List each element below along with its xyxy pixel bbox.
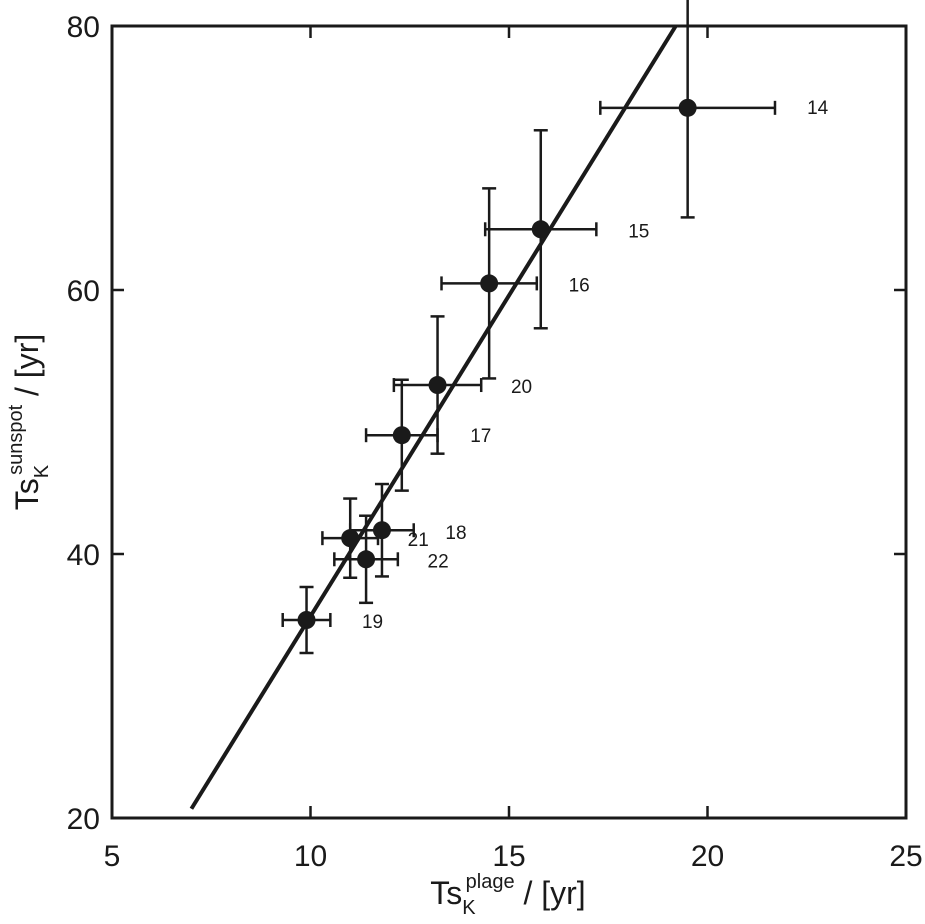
plot-frame (110, 24, 908, 820)
data-point (372, 521, 391, 540)
y-tick-label: 40 (67, 539, 100, 572)
y-tick-label: 20 (67, 803, 100, 836)
x-axis-title-unit: / [yr] (515, 875, 586, 911)
y-axis-title-sub: K (31, 464, 53, 478)
x-tick-label: 25 (889, 840, 922, 873)
y-tick-label: 80 (67, 11, 100, 44)
y-tick-label: 60 (67, 275, 100, 308)
point-label: 22 (428, 551, 449, 572)
fit-line (189, 24, 678, 810)
x-tick-label: 20 (691, 840, 724, 873)
data-point (531, 220, 550, 239)
x-axis-title: TsKplage / [yr] (430, 871, 585, 919)
y-axis-title: TsKsunspot / [yr] (5, 334, 53, 511)
x-axis-title-main: Ts (430, 875, 462, 911)
point-label: 20 (511, 377, 532, 398)
point-label: 14 (807, 98, 829, 119)
point-label: 15 (628, 221, 649, 242)
data-point (357, 550, 376, 569)
y-axis-title-sup: sunspot (5, 404, 27, 474)
y-axis-title-unit: / [yr] (9, 334, 45, 405)
point-label: 21 (408, 530, 429, 551)
point-label: 18 (445, 523, 466, 544)
data-point (678, 98, 697, 117)
y-axis-title-main: Ts (9, 478, 45, 510)
point-label: 19 (362, 612, 383, 633)
fit-layer (189, 24, 678, 810)
data-point (297, 611, 316, 629)
x-axis-title-sup: plage (466, 871, 515, 893)
data-points (297, 98, 697, 629)
data-point (392, 426, 411, 445)
data-point (480, 274, 499, 293)
point-label: 17 (470, 426, 491, 447)
x-tick-label: 15 (492, 840, 525, 873)
data-point (341, 529, 360, 548)
error-bars (281, 0, 777, 655)
axis-ticks: 5 10 15 20 25 20 40 60 80 (67, 11, 923, 873)
x-axis-title-sub: K (462, 897, 476, 919)
x-tick-label: 10 (294, 840, 327, 873)
x-tick-label: 5 (104, 840, 121, 873)
data-point (428, 376, 447, 395)
point-label: 16 (569, 275, 590, 296)
